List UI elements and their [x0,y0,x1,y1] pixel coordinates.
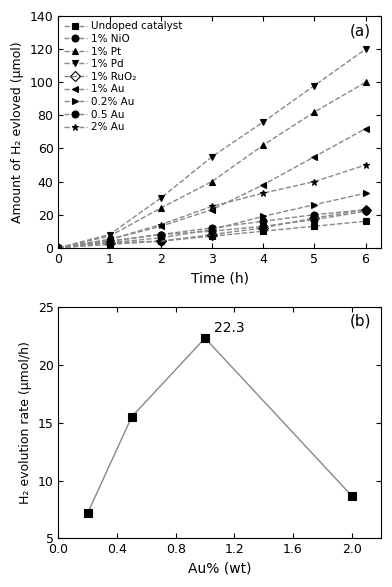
1% RuO₂ [56,244,61,251]
Line: 0.2% Au: 0.2% Au [55,190,369,251]
1% Pd [363,46,368,53]
Undoped catalyst [107,241,112,248]
1% Pd [107,231,112,238]
1% Au [261,181,265,188]
Undoped catalyst [363,218,368,225]
0.5 Au [363,208,368,215]
Line: 2% Au: 2% Au [55,161,369,251]
0.2% Au [210,226,214,233]
1% RuO₂ [210,231,214,238]
1% Pt [363,79,368,86]
1% RuO₂ [261,224,265,231]
1% NiO [261,218,265,225]
Line: 0.5 Au: 0.5 Au [55,208,369,251]
1% Au [312,153,317,160]
1% Au [210,206,214,213]
Text: 22.3: 22.3 [214,321,244,335]
0.2% Au [261,213,265,220]
1% NiO [158,231,163,238]
1% Pt [56,244,61,251]
0.5 Au [107,238,112,245]
Line: 1% RuO₂: 1% RuO₂ [55,206,369,251]
X-axis label: Time (h): Time (h) [191,271,249,285]
0.5 Au [210,228,214,235]
1% NiO [210,224,214,231]
2% Au [312,178,317,185]
1% RuO₂ [312,214,317,221]
1% Au [363,125,368,132]
Undoped catalyst [312,222,317,230]
1% NiO [56,244,61,251]
Line: 1% Au: 1% Au [55,125,369,251]
0.5 Au [158,231,163,238]
1% Pt [261,141,265,149]
1% Au [56,244,61,251]
Line: 1% Pd: 1% Pd [55,46,369,251]
Line: 1% Pt: 1% Pt [55,79,369,251]
0.2% Au [312,201,317,208]
X-axis label: Au% (wt): Au% (wt) [188,562,251,576]
2% Au [107,236,112,243]
1% Pd [158,195,163,202]
1% Au [107,236,112,243]
Text: (b): (b) [350,314,371,329]
Undoped catalyst [261,228,265,235]
1% Pd [312,82,317,89]
1% Pd [210,153,214,160]
Legend: Undoped catalyst, 1% NiO, 1% Pt, 1% Pd, 1% RuO₂, 1% Au, 0.2% Au, 0.5 Au, 2% Au: Undoped catalyst, 1% NiO, 1% Pt, 1% Pd, … [62,19,184,134]
1% RuO₂ [107,239,112,247]
1% NiO [363,206,368,213]
Line: Undoped catalyst: Undoped catalyst [55,218,369,251]
1% Pt [210,178,214,185]
0.2% Au [363,190,368,197]
1% RuO₂ [363,206,368,213]
2% Au [56,244,61,251]
Undoped catalyst [56,244,61,251]
0.5 Au [56,244,61,251]
Undoped catalyst [210,232,214,239]
1% Au [158,222,163,230]
0.2% Au [107,239,112,247]
Y-axis label: H₂ evolution rate (μmol/h): H₂ evolution rate (μmol/h) [19,341,32,504]
2% Au [363,161,368,168]
1% Pt [312,109,317,116]
2% Au [261,190,265,197]
1% Pt [158,204,163,211]
2% Au [158,221,163,228]
Line: 1% NiO: 1% NiO [55,206,369,251]
0.5 Au [261,222,265,230]
0.2% Au [158,234,163,241]
Undoped catalyst [158,238,163,245]
2% Au [210,203,214,210]
0.5 Au [312,216,317,223]
Y-axis label: Amount of H₂ evloved (μmol): Amount of H₂ evloved (μmol) [11,41,24,222]
1% Pd [261,119,265,126]
1% NiO [107,238,112,245]
1% RuO₂ [158,238,163,245]
Text: (a): (a) [350,23,371,38]
1% NiO [312,211,317,218]
1% Pd [56,244,61,251]
1% Pt [107,232,112,239]
0.2% Au [56,244,61,251]
